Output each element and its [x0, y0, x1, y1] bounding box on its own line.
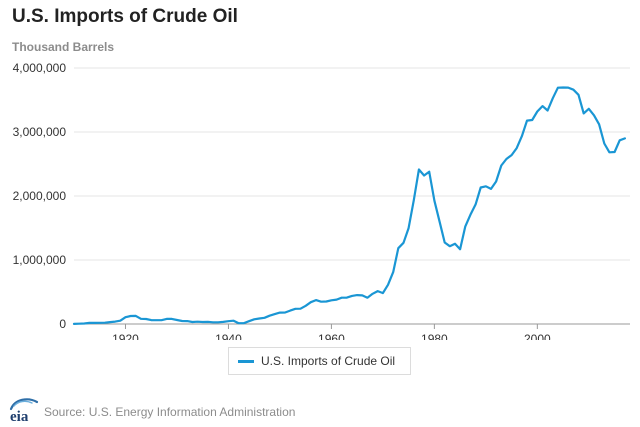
y-tick-label: 1,000,000 [13, 253, 67, 267]
x-tick-label: 1940 [215, 332, 242, 340]
chart-title: U.S. Imports of Crude Oil [12, 6, 238, 27]
chart-legend[interactable]: U.S. Imports of Crude Oil [228, 347, 411, 375]
footer: eia Source: U.S. Energy Information Admi… [0, 394, 640, 427]
eia-logo: eia [9, 398, 39, 424]
line-chart: 0 1,000,000 2,000,000 3,000,000 4,000,000 192… [13, 61, 630, 340]
x-tick-label: 2000 [524, 332, 551, 340]
x-tick-label: 1920 [112, 332, 139, 340]
y-tick-label: 3,000,000 [13, 125, 67, 139]
x-tick-label: 1980 [421, 332, 448, 340]
y-tick-label: 0 [59, 317, 66, 331]
source-note: Source: U.S. Energy Information Administ… [44, 405, 296, 419]
eia-logo-text: eia [10, 409, 29, 424]
series-line [72, 86, 627, 325]
legend-swatch [238, 359, 254, 363]
chart-subtitle: Thousand Barrels [12, 40, 115, 54]
legend-label: U.S. Imports of Crude Oil [261, 354, 396, 368]
y-tick-label: 2,000,000 [13, 189, 67, 203]
y-tick-label: 4,000,000 [13, 61, 67, 75]
x-tick-label: 1960 [318, 332, 345, 340]
